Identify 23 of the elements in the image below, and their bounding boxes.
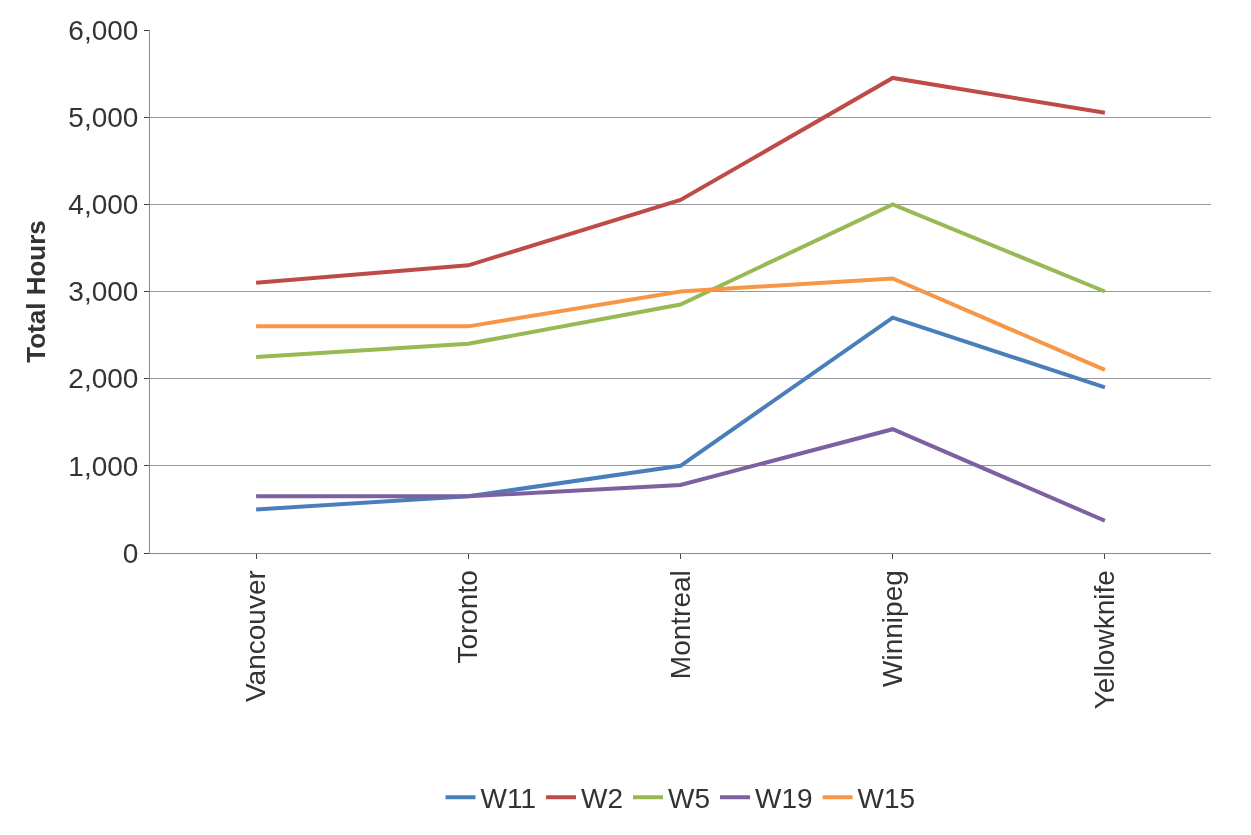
legend-label: W2 (581, 783, 623, 815)
legend-label: W5 (668, 783, 710, 815)
line-series (254, 427, 1107, 523)
line-series (254, 202, 1107, 359)
y-tick-label: 6,000 (68, 14, 139, 46)
y-tick-label: 3,000 (68, 276, 139, 308)
x-tick-label: Winnipeg (876, 570, 908, 687)
x-tick-label: Yellowknife (1089, 570, 1120, 710)
x-tick-label: Toronto (452, 570, 484, 664)
y-axis-title: Total Hours (20, 220, 51, 363)
y-tick-label: 5,000 (68, 101, 139, 133)
line-series (254, 75, 1107, 285)
legend-label: W15 (857, 783, 916, 815)
y-tick-label: 2,000 (68, 363, 139, 395)
y-tick-label: 4,000 (68, 189, 139, 221)
line-series (254, 276, 1107, 372)
line-series (254, 315, 1107, 512)
y-tick-label: 0 (122, 537, 139, 569)
y-tick-label: 1,000 (68, 450, 139, 482)
x-tick-label: Montreal (664, 570, 696, 680)
legend-label: W11 (480, 783, 536, 815)
x-tick-label: Vancouver (240, 570, 272, 702)
legend-label: W19 (755, 783, 813, 815)
